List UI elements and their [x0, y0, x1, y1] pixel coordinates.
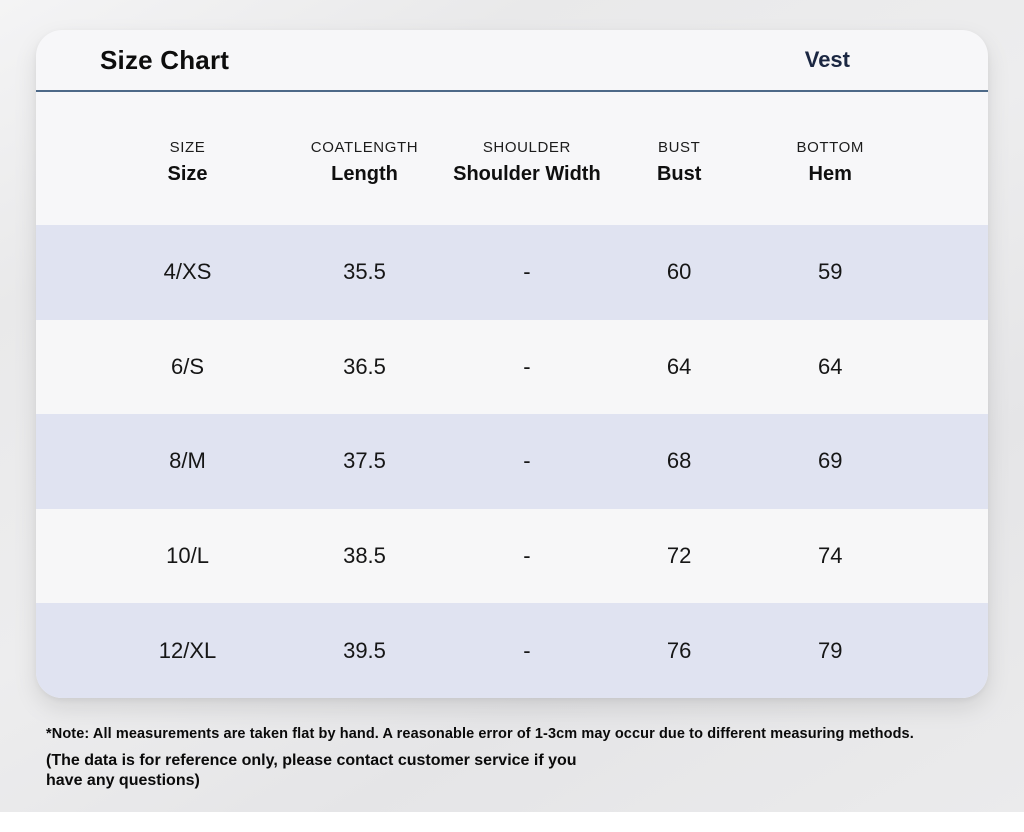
cell-bust: 72 [666, 543, 692, 569]
cell-size: 4/XS [163, 259, 212, 285]
column-header-size: SIZE Size [96, 131, 279, 186]
column-header-shoulder: SHOULDER Shoulder Width [450, 131, 604, 186]
cell-size: 10/L [166, 543, 209, 569]
cell-bust: 64 [666, 353, 692, 379]
cell-size: 6/S [171, 353, 205, 379]
column-header-size-en: SIZE [169, 139, 206, 156]
column-header-shoulder-en: SHOULDER [482, 139, 571, 156]
cell-length: 39.5 [343, 637, 386, 663]
column-header-size-label: Size [167, 163, 208, 185]
card-header: Size Chart Vest [36, 30, 988, 92]
cell-size: 12/XL [158, 637, 217, 663]
note-reference-line2: have any questions) [46, 772, 200, 789]
table-row-8m: 8/M 37.5 - 68 69 [36, 414, 988, 509]
cell-bust: 76 [666, 637, 692, 663]
column-header-bust-label: Bust [656, 163, 702, 185]
cell-hem: 64 [817, 353, 843, 379]
measurement-notes: *Note: All measurements are taken flat b… [46, 726, 976, 791]
cell-hem: 79 [817, 637, 843, 663]
table-row-10l: 10/L 38.5 - 72 74 [36, 508, 988, 604]
column-header-bust: BUST Bust [604, 131, 755, 186]
column-header-shoulder-label: Shoulder Width [453, 163, 601, 185]
size-chart-card: Size Chart Vest SIZE Size COATLENGTH Len… [36, 30, 988, 698]
cell-bust: 60 [666, 259, 692, 285]
cell-length: 35.5 [343, 259, 386, 285]
cell-hem: 59 [817, 259, 843, 285]
cell-hem: 69 [817, 448, 843, 474]
cell-shoulder: - [523, 543, 531, 569]
column-header-length-label: Length [331, 163, 398, 185]
column-header-length: COATLENGTH Length [279, 131, 450, 186]
column-header-bust-en: BUST [657, 139, 701, 156]
cell-length: 37.5 [343, 448, 386, 474]
cell-shoulder: - [523, 448, 531, 474]
cell-length: 38.5 [343, 543, 386, 569]
note-measurement-disclaimer: *Note: All measurements are taken flat b… [46, 726, 914, 742]
column-header-hem-label: Hem [808, 163, 852, 185]
column-header-length-en: COATLENGTH [310, 139, 419, 156]
note-reference-line1: (The data is for reference only, please … [46, 752, 577, 769]
cell-shoulder: - [523, 259, 531, 285]
column-header-hem: BOTTOM Hem [755, 131, 906, 186]
column-header-hem-en: BOTTOM [796, 139, 864, 156]
cell-shoulder: - [523, 637, 531, 663]
page-title: Size Chart [100, 44, 230, 75]
table-row-12xl: 12/XL 39.5 - 76 79 [36, 603, 988, 698]
cell-shoulder: - [523, 353, 531, 379]
cell-hem: 74 [817, 543, 843, 569]
table-row-4xs: 4/XS 35.5 - 60 59 [36, 225, 988, 320]
cell-size: 8/M [169, 448, 206, 474]
cell-bust: 68 [666, 448, 692, 474]
table-row-6s: 6/S 36.5 - 64 64 [36, 319, 988, 415]
table-column-headers: SIZE Size COATLENGTH Length SHOULDER Sho… [36, 92, 988, 225]
cell-length: 36.5 [343, 353, 386, 379]
product-name-label: Vest [804, 47, 850, 72]
